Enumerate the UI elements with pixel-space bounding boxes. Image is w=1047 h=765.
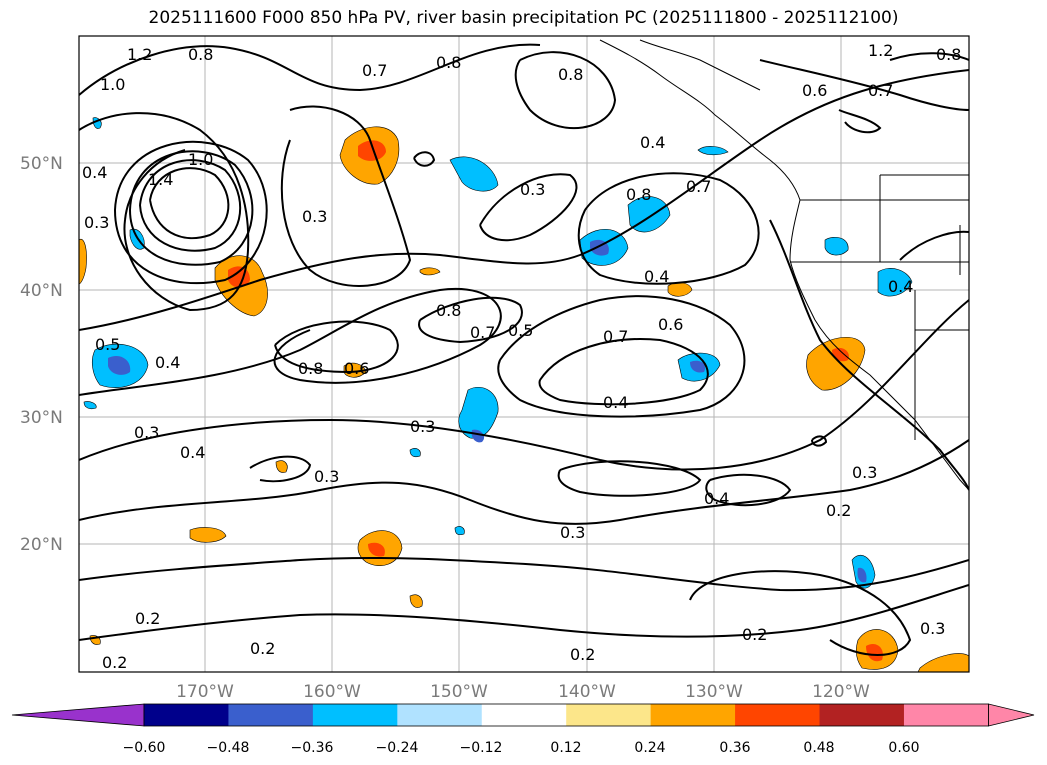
lat-label: 20°N bbox=[20, 535, 63, 555]
contour-label: 0.8 bbox=[436, 53, 461, 72]
contour-label: 0.3 bbox=[84, 213, 109, 232]
map-frame bbox=[78, 35, 970, 673]
contour-label: 0.7 bbox=[686, 177, 711, 196]
contour-label: 0.4 bbox=[704, 489, 729, 508]
contour-label: 0.6 bbox=[802, 81, 827, 100]
contour-label: 0.4 bbox=[888, 277, 913, 296]
colorbar-segment bbox=[903, 704, 989, 726]
colorbar-segment bbox=[650, 704, 736, 726]
contour-label: 1.0 bbox=[100, 75, 125, 94]
colorbar-extend-max bbox=[988, 703, 1035, 727]
colorbar-tick-label: −0.36 bbox=[291, 740, 334, 756]
colorbar-segment bbox=[144, 704, 229, 726]
colorbar-tick-label: 0.36 bbox=[719, 740, 750, 756]
contour-label: 0.3 bbox=[852, 463, 877, 482]
lon-label: 120°W bbox=[812, 682, 870, 702]
colorbar-segment bbox=[312, 704, 398, 726]
colorbar-tick-label: 0.48 bbox=[803, 740, 834, 756]
colorbar-tick-label: −0.24 bbox=[376, 740, 419, 756]
contour-label: 0.3 bbox=[134, 423, 159, 442]
contour-label: 0.4 bbox=[82, 163, 107, 182]
contour-label: 0.4 bbox=[155, 353, 180, 372]
colorbar-ticks: −0.60 −0.48 −0.36 −0.24 −0.12 0.12 0.24 … bbox=[123, 740, 920, 756]
contour-label: 0.4 bbox=[603, 393, 628, 412]
contour-label: 0.3 bbox=[302, 207, 327, 226]
contour-label: 1.2 bbox=[868, 41, 893, 60]
contour-label: 0.2 bbox=[135, 609, 160, 628]
colorbar-tick-label: 0.60 bbox=[888, 740, 919, 756]
contour-label: 0.8 bbox=[626, 185, 651, 204]
colorbar-segment bbox=[228, 704, 314, 726]
colorbar-segment bbox=[819, 704, 905, 726]
contour-labels: 1.2 1.0 0.8 0.7 0.8 0.8 0.4 0.3 1.4 1.0 … bbox=[82, 41, 961, 672]
colorbar-tick-label: −0.48 bbox=[207, 740, 250, 756]
contour-label: 1.0 bbox=[188, 150, 213, 169]
contour-label: 1.2 bbox=[127, 45, 152, 64]
lon-label: 140°W bbox=[558, 682, 616, 702]
contour-label: 0.3 bbox=[314, 467, 339, 486]
contour-label: 0.8 bbox=[188, 45, 213, 64]
lat-label: 50°N bbox=[20, 154, 63, 174]
contour-label: 0.4 bbox=[644, 267, 669, 286]
contour-label: 0.6 bbox=[344, 359, 369, 378]
contour-label: 1.4 bbox=[148, 170, 173, 189]
coastlines bbox=[599, 39, 969, 491]
lon-label: 160°W bbox=[303, 682, 361, 702]
contour-label: 0.2 bbox=[826, 501, 851, 520]
precipitation-shading bbox=[79, 117, 969, 672]
contour-label: 0.8 bbox=[558, 65, 583, 84]
colorbar-segment bbox=[735, 704, 821, 726]
colorbar-outline bbox=[143, 703, 989, 727]
colorbar-tick-label: 0.12 bbox=[550, 740, 581, 756]
contour-label: 0.4 bbox=[640, 133, 665, 152]
pv-contours bbox=[79, 43, 969, 656]
contour-label: 0.6 bbox=[658, 315, 683, 334]
lon-label: 170°W bbox=[176, 682, 234, 702]
contour-label: 0.3 bbox=[560, 523, 585, 542]
contour-label: 0.2 bbox=[742, 625, 767, 644]
contour-label: 0.3 bbox=[520, 180, 545, 199]
contour-label: 0.2 bbox=[570, 645, 595, 664]
map-title: 2025111600 F000 850 hPa PV, river basin … bbox=[148, 8, 899, 28]
latitude-labels: 50°N 40°N 30°N 20°N bbox=[20, 154, 63, 555]
colorbar-tick-label: −0.60 bbox=[123, 740, 166, 756]
contour-label: 0.3 bbox=[920, 619, 945, 638]
colorbar-segment bbox=[566, 704, 652, 726]
colorbar-segment bbox=[397, 704, 483, 726]
contour-label: 0.7 bbox=[868, 81, 893, 100]
contour-label: 0.8 bbox=[298, 359, 323, 378]
lat-label: 40°N bbox=[20, 281, 63, 301]
colorbar-extend-min bbox=[11, 703, 145, 727]
colorbar-tick-label: 0.24 bbox=[634, 740, 665, 756]
contour-label: 0.5 bbox=[95, 335, 120, 354]
contour-label: 0.4 bbox=[180, 443, 205, 462]
contour-label: 0.2 bbox=[102, 653, 127, 672]
lon-label: 130°W bbox=[685, 682, 743, 702]
colorbar-segment bbox=[481, 704, 567, 726]
colorbar-tick-label: −0.12 bbox=[460, 740, 503, 756]
colorbar bbox=[11, 703, 1035, 727]
contour-label: 0.2 bbox=[250, 639, 275, 658]
contour-label: 0.7 bbox=[603, 327, 628, 346]
lat-label: 30°N bbox=[20, 408, 63, 428]
contour-label: 0.5 bbox=[508, 321, 533, 340]
graticule bbox=[79, 36, 969, 672]
contour-label: 0.7 bbox=[470, 323, 495, 342]
lon-label: 150°W bbox=[430, 682, 488, 702]
longitude-labels: 170°W 160°W 150°W 140°W 130°W 120°W bbox=[176, 682, 870, 702]
contour-label: 0.3 bbox=[410, 417, 435, 436]
contour-label: 0.8 bbox=[936, 45, 961, 64]
contour-label: 0.8 bbox=[436, 301, 461, 320]
contour-label: 0.7 bbox=[362, 61, 387, 80]
